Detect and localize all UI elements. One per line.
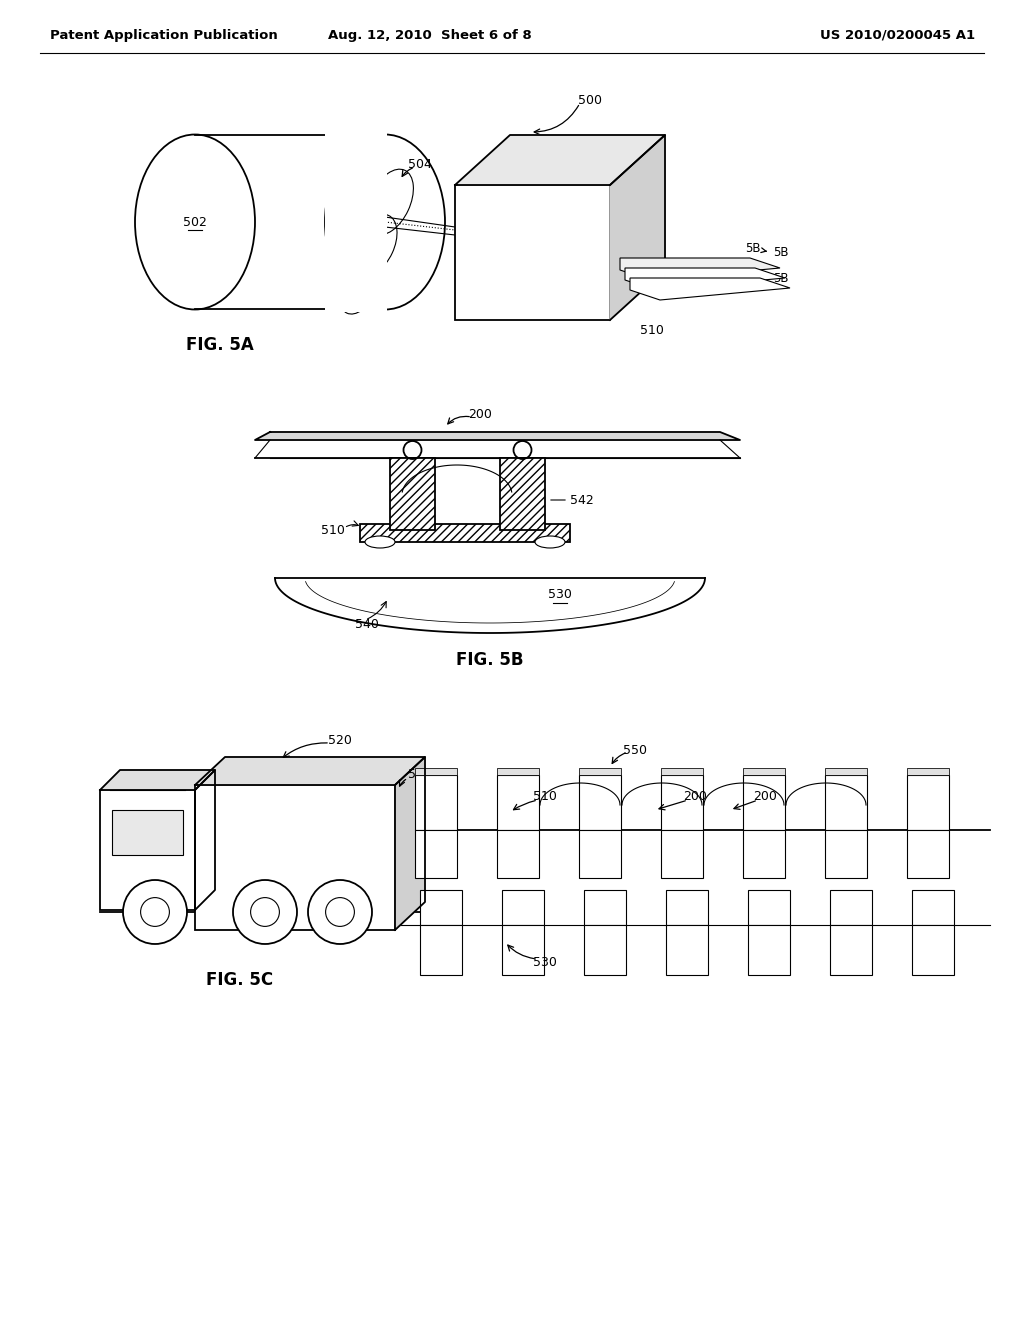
Polygon shape	[100, 789, 195, 909]
Text: 510: 510	[640, 323, 664, 337]
Polygon shape	[455, 135, 665, 185]
Text: 5B: 5B	[745, 242, 766, 255]
Text: FIG. 5C: FIG. 5C	[207, 972, 273, 989]
Bar	[743, 775, 785, 830]
Bar	[420, 890, 462, 925]
Polygon shape	[630, 279, 790, 300]
Text: 550: 550	[623, 743, 647, 756]
Circle shape	[326, 898, 354, 927]
Ellipse shape	[535, 536, 565, 548]
Circle shape	[123, 880, 187, 944]
Bar	[584, 925, 626, 975]
Text: 5B: 5B	[773, 246, 788, 259]
Text: 506: 506	[520, 246, 545, 259]
Polygon shape	[395, 756, 425, 931]
Text: 510: 510	[322, 524, 345, 536]
Text: 542: 542	[570, 494, 594, 507]
Bar	[743, 830, 785, 878]
Bar	[748, 925, 790, 975]
Circle shape	[140, 898, 169, 927]
Text: 530: 530	[534, 956, 557, 969]
Text: Aug. 12, 2010  Sheet 6 of 8: Aug. 12, 2010 Sheet 6 of 8	[328, 29, 531, 41]
Bar	[830, 890, 872, 925]
Circle shape	[251, 898, 280, 927]
Text: 502: 502	[183, 215, 207, 228]
Text: 5B: 5B	[773, 272, 788, 285]
Ellipse shape	[365, 536, 395, 548]
Text: 510: 510	[534, 791, 557, 804]
Polygon shape	[255, 432, 740, 440]
Text: 500: 500	[408, 768, 432, 781]
Bar	[455, 185, 610, 319]
Text: 200: 200	[753, 791, 777, 804]
Bar	[579, 775, 621, 830]
Bar	[420, 925, 462, 975]
Text: 5B: 5B	[745, 268, 766, 281]
Bar	[666, 890, 708, 925]
Polygon shape	[195, 770, 215, 909]
Polygon shape	[610, 135, 665, 319]
Bar	[743, 768, 785, 775]
Bar	[497, 775, 539, 830]
Bar	[579, 768, 621, 775]
Bar	[912, 890, 954, 925]
Circle shape	[308, 880, 372, 944]
Bar	[360, 524, 570, 543]
Bar	[415, 775, 457, 830]
Text: FIG. 5A: FIG. 5A	[186, 337, 254, 354]
Bar	[907, 775, 949, 830]
Bar	[830, 925, 872, 975]
Text: US 2010/0200045 A1: US 2010/0200045 A1	[820, 29, 975, 41]
Text: 504: 504	[408, 158, 432, 172]
Text: 500: 500	[578, 94, 602, 107]
Bar	[825, 775, 867, 830]
Bar	[325, 132, 387, 312]
Bar	[195, 785, 395, 931]
Bar	[502, 890, 544, 925]
Bar	[825, 830, 867, 878]
Bar	[907, 768, 949, 775]
Circle shape	[233, 880, 297, 944]
Polygon shape	[100, 770, 215, 789]
Bar	[112, 810, 183, 855]
Bar	[662, 775, 703, 830]
Polygon shape	[195, 756, 425, 785]
Text: 530: 530	[548, 589, 572, 602]
Text: Patent Application Publication: Patent Application Publication	[50, 29, 278, 41]
Text: 200: 200	[468, 408, 492, 421]
Bar	[390, 458, 435, 531]
Bar	[415, 768, 457, 775]
Polygon shape	[620, 257, 780, 280]
Text: 540: 540	[355, 619, 379, 631]
Bar	[666, 925, 708, 975]
Bar	[825, 768, 867, 775]
Bar	[415, 830, 457, 878]
Bar	[912, 925, 954, 975]
Bar	[497, 768, 539, 775]
Bar	[748, 890, 790, 925]
Bar	[500, 458, 545, 531]
Polygon shape	[625, 268, 785, 290]
Bar	[579, 830, 621, 878]
Bar	[662, 768, 703, 775]
Bar	[662, 830, 703, 878]
Bar	[497, 830, 539, 878]
Bar	[584, 890, 626, 925]
Bar	[502, 925, 544, 975]
Text: FIG. 5B: FIG. 5B	[457, 651, 523, 669]
Bar	[907, 830, 949, 878]
Text: 520: 520	[328, 734, 352, 747]
Text: 200: 200	[683, 791, 707, 804]
